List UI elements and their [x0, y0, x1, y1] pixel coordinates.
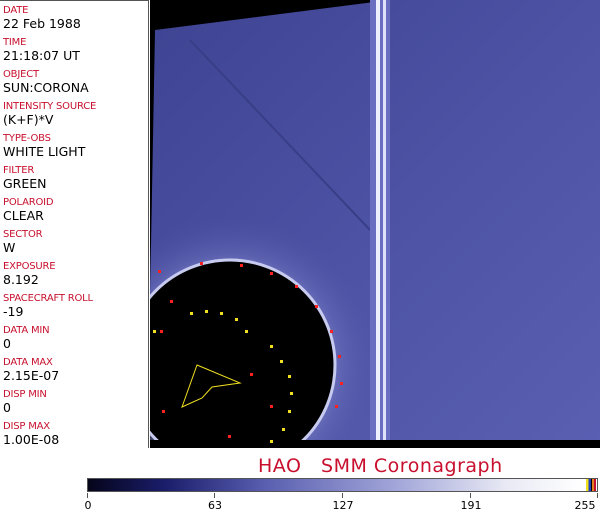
marker-dots-yellow — [153, 310, 293, 443]
field-value: GREEN — [3, 176, 47, 191]
field-label: TIME — [3, 37, 27, 48]
field-label: DATE — [3, 5, 29, 16]
field-value: 0 — [3, 400, 11, 415]
overlay-polygon — [181, 364, 242, 408]
field-date: DATE 22 Feb 1988 — [3, 5, 81, 31]
field-label: OBJECT — [3, 69, 39, 80]
field-spacecraft-roll: SPACECRAFT ROLL -19 — [3, 293, 93, 319]
field-value: 0 — [3, 336, 11, 351]
colorbar-tick-label: 0 — [84, 499, 92, 512]
coronagraph-image — [150, 0, 600, 448]
field-value: (K+F)*V — [3, 112, 54, 127]
field-label: TYPE-OBS — [3, 133, 51, 144]
colorbar-tick — [214, 493, 215, 498]
colorbar-annotation-colors — [586, 479, 596, 491]
field-data-min: DATA MIN 0 — [3, 325, 50, 351]
field-time: TIME 21:18:07 UT — [3, 37, 80, 63]
image-title: HAO SMM Coronagraph — [258, 455, 503, 477]
field-value: W — [3, 240, 16, 255]
field-data-max: DATA MAX 2.15E-07 — [3, 357, 59, 383]
field-disp-min: DISP MIN 0 — [3, 389, 47, 415]
field-label: SPACECRAFT ROLL — [3, 293, 93, 304]
field-value: CLEAR — [3, 208, 44, 223]
pylon-edge — [376, 0, 380, 440]
field-value: 21:18:07 UT — [3, 48, 80, 63]
field-value: WHITE LIGHT — [3, 144, 86, 159]
marker-dots — [158, 262, 343, 438]
field-intensity-source: INTENSITY SOURCE (K+F)*V — [3, 101, 96, 127]
colorbar-tick-label: 191 — [460, 499, 482, 512]
field-exposure: EXPOSURE 8.192 — [3, 261, 56, 287]
field-object: OBJECT SUN:CORONA — [3, 69, 89, 95]
colorbar-tick-label: 255 — [574, 499, 596, 512]
colorbar — [87, 478, 598, 492]
field-disp-max: DISP MAX 1.00E-08 — [3, 421, 59, 447]
field-label: DISP MIN — [3, 389, 47, 400]
field-sector: SECTOR W — [3, 229, 43, 255]
field-type-obs: TYPE-OBS WHITE LIGHT — [3, 133, 85, 159]
field-label: DATA MAX — [3, 357, 53, 368]
colorbar-tick — [87, 493, 88, 498]
field-label: POLAROID — [3, 197, 54, 208]
field-label: INTENSITY SOURCE — [3, 101, 97, 112]
field-value: 8.192 — [3, 272, 39, 287]
metadata-panel: DATE 22 Feb 1988 TIME 21:18:07 UT OBJECT SU… — [0, 0, 149, 448]
field-label: FILTER — [3, 165, 35, 176]
field-value: 2.15E-07 — [3, 368, 60, 383]
field-label: DISP MAX — [3, 421, 50, 432]
colorbar-tick — [342, 493, 343, 498]
field-filter: FILTER GREEN — [3, 165, 47, 191]
colorbar-tick — [470, 493, 471, 498]
coronagraph-image-svg — [150, 0, 600, 448]
field-value: SUN:CORONA — [3, 80, 89, 95]
colorbar-tick-label: 127 — [332, 499, 354, 512]
colorbar-tick-label: 63 — [208, 499, 222, 512]
pylon-edge — [383, 0, 386, 440]
field-label: EXPOSURE — [3, 261, 56, 272]
field-value: 1.00E-08 — [3, 432, 60, 447]
field-polaroid: POLAROID CLEAR — [3, 197, 54, 223]
field-value: -19 — [3, 304, 24, 319]
field-label: DATA MIN — [3, 325, 50, 336]
field-value: 22 Feb 1988 — [3, 16, 81, 31]
field-label: SECTOR — [3, 229, 43, 240]
colorbar-tick — [597, 493, 598, 498]
streak — [189, 39, 371, 231]
